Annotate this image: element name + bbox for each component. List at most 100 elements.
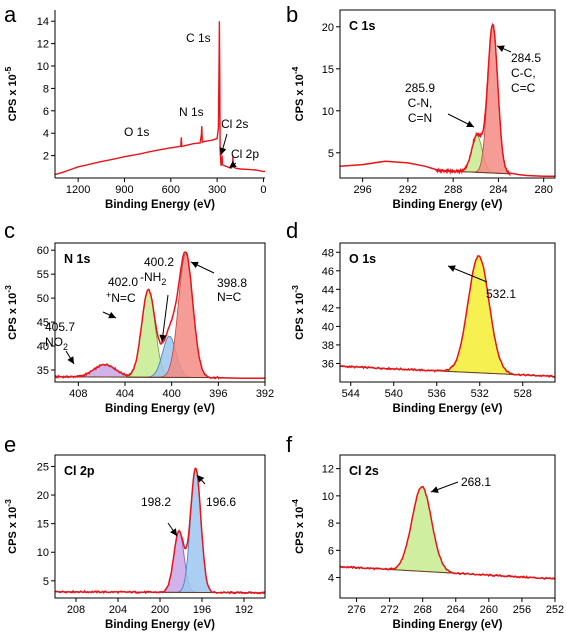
y-tick-label: 35 [37, 365, 49, 377]
y-axis-title-main: CPS x 10 [294, 74, 306, 121]
annotation-arrow-head [159, 334, 167, 342]
x-axis-title: Binding Energy (eV) [393, 403, 503, 415]
plot-frame [339, 9, 556, 179]
plot-area [340, 22, 555, 178]
y-axis-title-exponent: -5 [3, 66, 13, 74]
peak-component-532.1 [340, 255, 555, 377]
y-axis-title-exponent: -4 [290, 499, 300, 507]
peak-annotation-group: -NH [140, 270, 161, 284]
x-tick-label: 404 [116, 388, 134, 400]
panel-letter: b [286, 2, 298, 27]
peak-annotation-value: 402.0 [108, 275, 138, 289]
y-tick-label: 40 [322, 321, 334, 333]
x-tick-label: 528 [514, 388, 532, 400]
y-tick-label: 40 [37, 341, 49, 353]
annotation-arrow-head [197, 475, 205, 483]
y-axis-title: CPS x 10-3 [290, 285, 306, 340]
background-baseline [55, 376, 219, 379]
y-tick-label: 6 [43, 106, 49, 118]
y-tick-label: 42 [322, 303, 334, 315]
peak-annotation: Cl 2s [221, 117, 248, 131]
annotation-arrow [447, 265, 488, 283]
y-axis-title: CPS x 10-4 [290, 66, 306, 121]
peak-annotation: N 1s [179, 105, 204, 119]
y-tick-label: 10 [322, 106, 334, 118]
plot-area [55, 251, 265, 381]
peak-annotation-line: C-C, [511, 66, 536, 80]
x-axis-title: Binding Energy (eV) [393, 619, 503, 631]
x-tick-label: 252 [546, 604, 564, 616]
panel-d: d 544 540 536 532 528 36 38 40 42 44 46 48 Binding En… [286, 218, 556, 415]
y-tick-label: 15 [37, 519, 49, 531]
peak-annotation-line: 268.1 [461, 475, 491, 489]
y-tick-label: 50 [37, 293, 49, 305]
y-axis-title-main: CPS x 10 [7, 74, 19, 121]
x-axis-title: Binding Energy (eV) [393, 199, 503, 211]
x-tick-label: 268 [414, 604, 432, 616]
x-tick-label: 536 [428, 388, 446, 400]
panel-letter: c [4, 218, 15, 243]
panel-title: Cl 2p [64, 464, 95, 478]
y-tick-label: 10 [37, 547, 49, 559]
y-tick-label: 5 [328, 148, 334, 160]
x-tick-label: 280 [535, 184, 553, 196]
envelope-line [55, 467, 265, 595]
x-axis-title: Binding Energy (eV) [105, 619, 215, 631]
envelope-line [340, 255, 555, 378]
y-tick-label: 2 [43, 151, 49, 163]
annotation-arrow-head [431, 486, 439, 493]
x-tick-label: 260 [480, 604, 498, 616]
y-axis-title-main: CPS x 10 [294, 293, 306, 340]
plot-area [340, 255, 555, 378]
panel-letter: e [4, 432, 16, 457]
panel-a: a 1200 900 600 300 0 2 4 6 8 10 12 14 Binding Energy … [3, 2, 267, 211]
peak-annotation-line: 532.1 [486, 287, 516, 301]
y-tick-label: 60 [37, 245, 49, 257]
peak-annotation-line: 398.8 [217, 276, 247, 290]
x-tick-label: 200 [151, 604, 169, 616]
x-tick-label: 396 [209, 388, 227, 400]
peak-annotation-line: 284.5 [511, 51, 541, 65]
peak-annotation-value: 400.2 [144, 255, 174, 269]
y-tick-label: 10 [37, 61, 49, 73]
peak-annotation: O 1s [124, 125, 149, 139]
x-tick-label: 544 [342, 388, 360, 400]
x-tick-label: 408 [69, 388, 87, 400]
y-tick-label: 44 [322, 284, 334, 296]
peak-annotation-group: -NO [41, 335, 63, 349]
y-tick-label: 46 [322, 266, 334, 278]
x-tick-label: 532 [471, 388, 489, 400]
annotation-arrow-head [170, 528, 177, 536]
y-axis-title: CPS x 10-3 [3, 499, 19, 554]
x-tick-label: 256 [513, 604, 531, 616]
y-axis-title-exponent: -3 [3, 285, 13, 293]
y-axis-title: CPS x 10-5 [3, 66, 19, 121]
panel-e: e 208 204 200 196 192 5 10 15 20 25 Binding Energy … [3, 432, 266, 631]
panel-f: f 276 272 268 264 260 256 252 4 6 8 10 12 Binding Ene… [286, 432, 564, 631]
peak-annotation-line: 198.2 [141, 495, 171, 509]
x-tick-label: 1200 [66, 184, 90, 196]
x-tick-label: 276 [347, 604, 365, 616]
y-axis-title-exponent: -3 [3, 499, 13, 507]
x-tick-label: 0 [260, 184, 266, 196]
plot-frame [339, 454, 556, 599]
peak-component-268.1 [340, 486, 555, 580]
y-tick-label: 15 [322, 64, 334, 76]
x-tick-label: 284 [489, 184, 507, 196]
plot-frame [339, 242, 556, 383]
peak-component-196.6 [55, 467, 265, 594]
panel-letter: f [286, 432, 293, 457]
x-tick-label: 400 [162, 388, 180, 400]
x-tick-label: 204 [109, 604, 127, 616]
x-tick-label: 208 [67, 604, 85, 616]
x-tick-label: 540 [385, 388, 403, 400]
x-tick-label: 196 [193, 604, 211, 616]
peak-annotation: Cl 2p [231, 147, 259, 161]
y-tick-label: 10 [322, 491, 334, 503]
plot-area [55, 467, 265, 595]
panel-letter: a [4, 2, 17, 27]
x-tick-label: 192 [235, 604, 253, 616]
plot-frame [54, 242, 266, 383]
y-tick-label: 5 [43, 576, 49, 588]
